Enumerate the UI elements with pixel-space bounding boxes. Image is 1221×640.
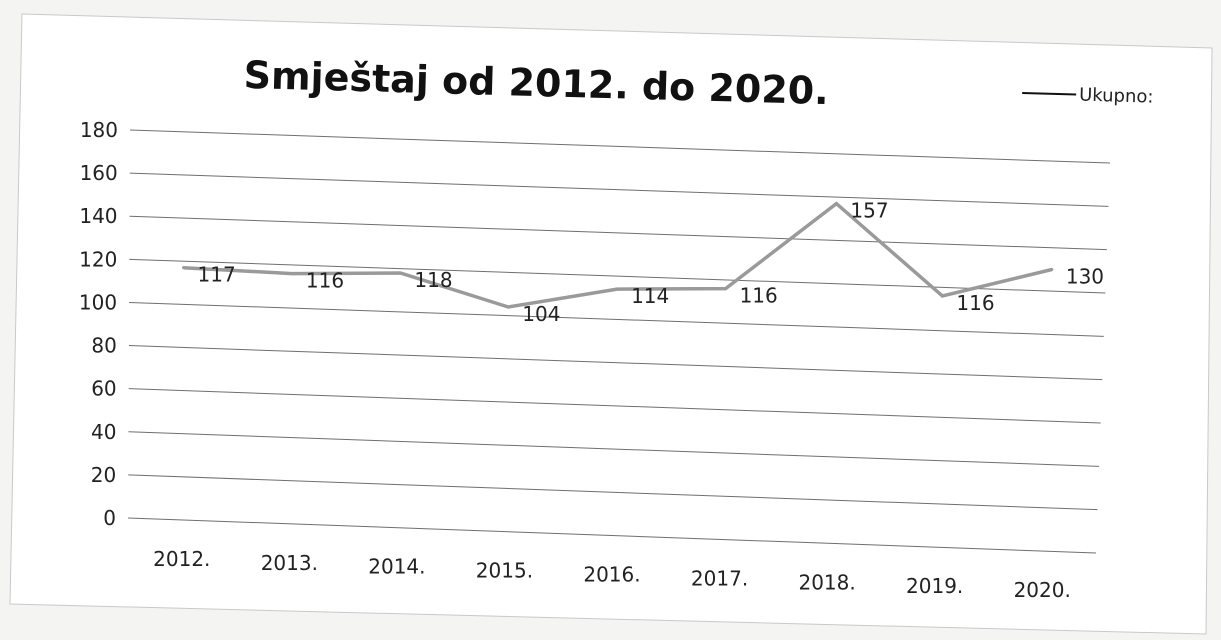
data-label: 118 xyxy=(414,268,452,292)
data-labels: 117 116 118 104 114 116 157 116 130 xyxy=(198,199,1105,326)
gridline xyxy=(127,517,1097,554)
x-tick-label: 2016. xyxy=(583,563,640,587)
x-tick-label: 2015. xyxy=(476,559,533,583)
gridline xyxy=(128,474,1098,511)
x-tick-label: 2020. xyxy=(1014,578,1071,602)
data-label: 116 xyxy=(740,284,778,308)
x-tick-label: 2014. xyxy=(368,555,425,579)
x-tick-label: 2013. xyxy=(261,551,318,575)
gridline xyxy=(128,345,1103,381)
data-point xyxy=(398,271,402,275)
y-tick-label: 60 xyxy=(91,377,116,401)
data-label: 116 xyxy=(306,269,344,293)
x-tick-label: 2017. xyxy=(691,566,748,590)
gridlines xyxy=(127,129,1111,554)
y-tick-label: 40 xyxy=(91,420,116,444)
data-point xyxy=(182,266,186,270)
data-label: 117 xyxy=(198,263,236,287)
x-tick-label: 2012. xyxy=(153,547,210,571)
data-point xyxy=(506,305,510,309)
y-tick-label: 180 xyxy=(80,118,118,142)
y-tick-label: 20 xyxy=(91,463,116,487)
legend-line-swatch xyxy=(1022,91,1077,96)
y-tick-label: 0 xyxy=(103,506,116,530)
y-tick-label: 120 xyxy=(79,247,117,271)
data-point xyxy=(724,287,728,291)
legend: Ukupno: xyxy=(1022,85,1154,108)
x-axis-ticks: 2012. 2013. 2014. 2015. 2016. 2017. 2018. 2019.… xyxy=(153,547,1071,602)
gridline xyxy=(128,431,1100,467)
x-tick-label: 2019. xyxy=(906,574,963,598)
data-point xyxy=(615,287,619,291)
y-tick-label: 100 xyxy=(79,290,117,314)
data-label: 116 xyxy=(956,291,994,315)
data-label: 114 xyxy=(631,284,669,308)
y-tick-label: 140 xyxy=(79,204,117,228)
x-tick-label: 2018. xyxy=(798,570,855,594)
gridline xyxy=(129,129,1111,164)
gridline xyxy=(129,301,1104,337)
data-label: 157 xyxy=(850,199,888,223)
data-point xyxy=(1050,267,1054,271)
data-point xyxy=(834,202,838,206)
gridline xyxy=(129,172,1109,207)
y-axis-ticks: 0 20 40 60 80 100 120 140 160 180 xyxy=(79,118,118,530)
data-label: 130 xyxy=(1066,264,1104,288)
data-point xyxy=(290,272,294,276)
data-point xyxy=(940,294,944,298)
gridline xyxy=(129,215,1107,251)
series-layer xyxy=(182,201,1054,309)
gridline xyxy=(128,388,1101,424)
y-tick-label: 160 xyxy=(80,161,118,185)
y-tick-label: 80 xyxy=(91,334,116,358)
legend-label: Ukupno: xyxy=(1079,85,1154,108)
gridline xyxy=(129,258,1106,294)
paper-sheet xyxy=(9,13,1213,635)
data-label: 104 xyxy=(522,302,560,326)
